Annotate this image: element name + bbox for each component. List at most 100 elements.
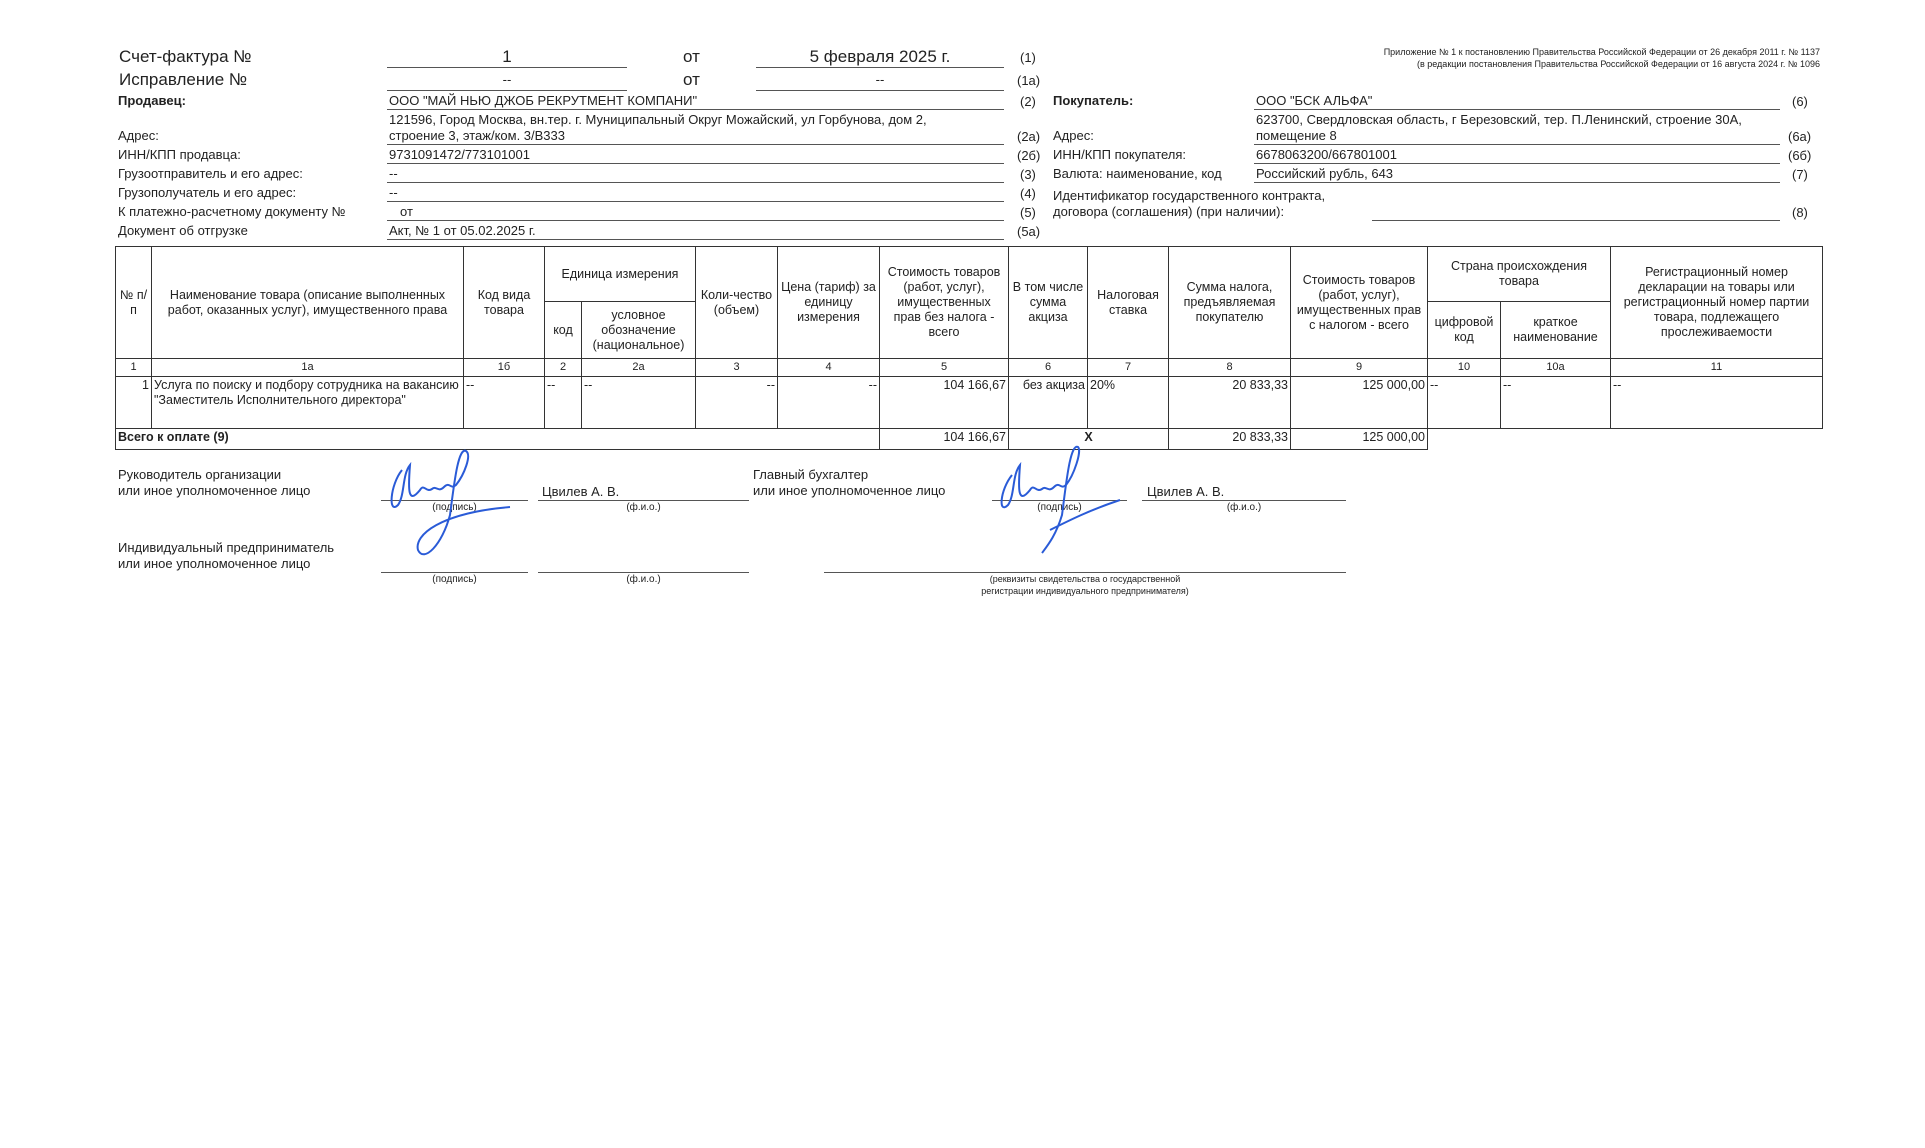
column-number: 3 [695, 358, 778, 377]
table-cell: 125 000,00 [1290, 376, 1428, 429]
total-tax: 20 833,33 [1168, 428, 1291, 450]
table-cell: 20% [1087, 376, 1169, 429]
header-excise: В том числе сумма акциза [1008, 246, 1088, 359]
code-7: (7) [1792, 167, 1808, 182]
header-qty: Коли-чество (объем) [695, 246, 778, 359]
table-cell: 1 [115, 376, 152, 429]
invoice-number: 1 [502, 47, 512, 66]
from-label-2: от [683, 70, 700, 89]
ip-label-1: Индивидуальный предприниматель [118, 540, 335, 555]
header-cost: Стоимость товаров (работ, услуг), имущес… [879, 246, 1009, 359]
column-number: 9 [1290, 358, 1428, 377]
currency-label: Валюта: наименование, код [1053, 166, 1222, 181]
signature-stroke [390, 449, 511, 556]
table-cell: без акциза [1008, 376, 1088, 429]
column-number: 1б [463, 358, 545, 377]
from-label: от [683, 47, 700, 66]
requisites-caption-2: регистрации индивидуального предпринимат… [981, 586, 1189, 596]
appendix-line-1: Приложение № 1 к постановлению Правитель… [1383, 47, 1820, 57]
table-cell: -- [695, 376, 778, 429]
seller-inn: 9731091472/773101001 [389, 147, 530, 162]
code-6: (6) [1792, 94, 1808, 109]
seller-address-line1: 121596, Город Москва, вн.тер. г. Муницип… [389, 112, 927, 127]
code-1: (1) [1020, 50, 1036, 65]
requisites-caption-1: (реквизиты свидетельства о государственн… [989, 574, 1181, 584]
invoice-date: 5 февраля 2025 г. [809, 47, 951, 66]
shipment-doc-value: Акт, № 1 от 05.02.2025 г. [389, 223, 536, 238]
signature-stroke [1000, 445, 1121, 554]
accountant-label-2: или иное уполномоченное лицо [753, 483, 946, 498]
currency-value: Российский рубль, 643 [1256, 166, 1394, 181]
seller-label: Продавец: [118, 93, 186, 108]
total-row: Всего к оплате (9) 104 166,67 Х 20 833,3… [115, 428, 1823, 450]
code-4: (4) [1020, 186, 1036, 201]
table-cell: -- [581, 376, 696, 429]
buyer-label: Покупатель: [1053, 93, 1134, 108]
header-country: Страна происхождения товара [1427, 246, 1611, 302]
header-reg: Регистрационный номер декларации на това… [1610, 246, 1823, 359]
ip-label-2: или иное уполномоченное лицо [118, 556, 311, 571]
accountant-signature-image [1000, 445, 1121, 554]
code-8: (8) [1792, 205, 1808, 220]
code-6b: (6б) [1788, 148, 1812, 163]
code-2b: (2б) [1017, 148, 1041, 163]
total-empty [1427, 428, 1823, 450]
seller-address-label: Адрес: [118, 128, 159, 143]
contract-label-1: Идентификатор государственного контракта… [1053, 188, 1326, 203]
header-name: Наименование товара (описание выполненны… [151, 246, 464, 359]
header-unit-code: код [544, 301, 582, 359]
correction-date: -- [875, 72, 885, 87]
seller-inn-label: ИНН/КПП продавца: [118, 147, 241, 162]
code-6a: (6а) [1788, 129, 1812, 144]
header-total: Стоимость товаров (работ, услуг), имущес… [1290, 246, 1428, 359]
column-number: 10 [1427, 358, 1501, 377]
table-cell: -- [544, 376, 582, 429]
column-number: 11 [1610, 358, 1823, 377]
shipper-label: Грузоотправитель и его адрес: [118, 166, 303, 181]
correction-label: Исправление № [119, 70, 248, 89]
table-cell: -- [777, 376, 880, 429]
code-1a: (1а) [1017, 73, 1041, 88]
code-5: (5) [1020, 205, 1036, 220]
code-2: (2) [1020, 94, 1036, 109]
invoice-items-table: № п/п Наименование товара (описание выпо… [115, 246, 1823, 450]
table-cell: Услуга по поиску и подбору сотрудника на… [151, 376, 464, 429]
column-number: 10а [1500, 358, 1611, 377]
buyer-address-label: Адрес: [1053, 128, 1094, 143]
seller-name: ООО "МАЙ НЬЮ ДЖОБ РЕКРУТМЕНТ КОМПАНИ" [389, 93, 698, 108]
header-country-name: краткое наименование [1500, 301, 1611, 359]
table-cell: 20 833,33 [1168, 376, 1291, 429]
column-number: 8 [1168, 358, 1291, 377]
buyer-address-line1: 623700, Свердловская область, г Березовс… [1256, 112, 1742, 127]
column-number: 5 [879, 358, 1009, 377]
accountant-name: Цвилев А. В. [1147, 484, 1225, 499]
header-no: № п/п [115, 246, 152, 359]
payment-doc-label: К платежно-расчетному документу № [118, 204, 346, 219]
code-5a: (5а) [1017, 224, 1041, 239]
header-tax: Сумма налога, предъявляемая покупателю [1168, 246, 1291, 359]
ip-fio-caption: (ф.и.о.) [626, 574, 661, 585]
accountant-label-1: Главный бухгалтер [753, 467, 869, 482]
buyer-address-line2: помещение 8 [1256, 128, 1337, 143]
shipper-value: -- [389, 166, 398, 181]
correction-number: -- [502, 72, 512, 87]
head-signature-image [390, 449, 511, 556]
column-number: 2а [581, 358, 696, 377]
header-kind: Код вида товара [463, 246, 545, 359]
column-number: 4 [777, 358, 880, 377]
header-unit: Единица измерения [544, 246, 696, 302]
head-fio-caption: (ф.и.о.) [626, 502, 661, 513]
accountant-sign-caption: (подпись) [1037, 502, 1082, 513]
shipment-doc-label: Документ об отгрузке [118, 223, 248, 238]
contract-label-2: договора (соглашения) (при наличии): [1053, 204, 1285, 219]
seller-address-line2: строение 3, этаж/ком. 3/В333 [389, 128, 566, 143]
table-cell: -- [1610, 376, 1823, 429]
head-sign-caption: (подпись) [432, 502, 477, 513]
header-price: Цена (тариф) за единицу измерения [777, 246, 880, 359]
consignee-label: Грузополучатель и его адрес: [118, 185, 297, 200]
buyer-inn-label: ИНН/КПП покупателя: [1053, 147, 1187, 162]
column-numbers-row: 1 1а 1б 2 2а 3 4 5 6 7 8 9 10 10а 11 [115, 358, 1823, 377]
column-number: 6 [1008, 358, 1088, 377]
head-name: Цвилев А. В. [542, 484, 620, 499]
